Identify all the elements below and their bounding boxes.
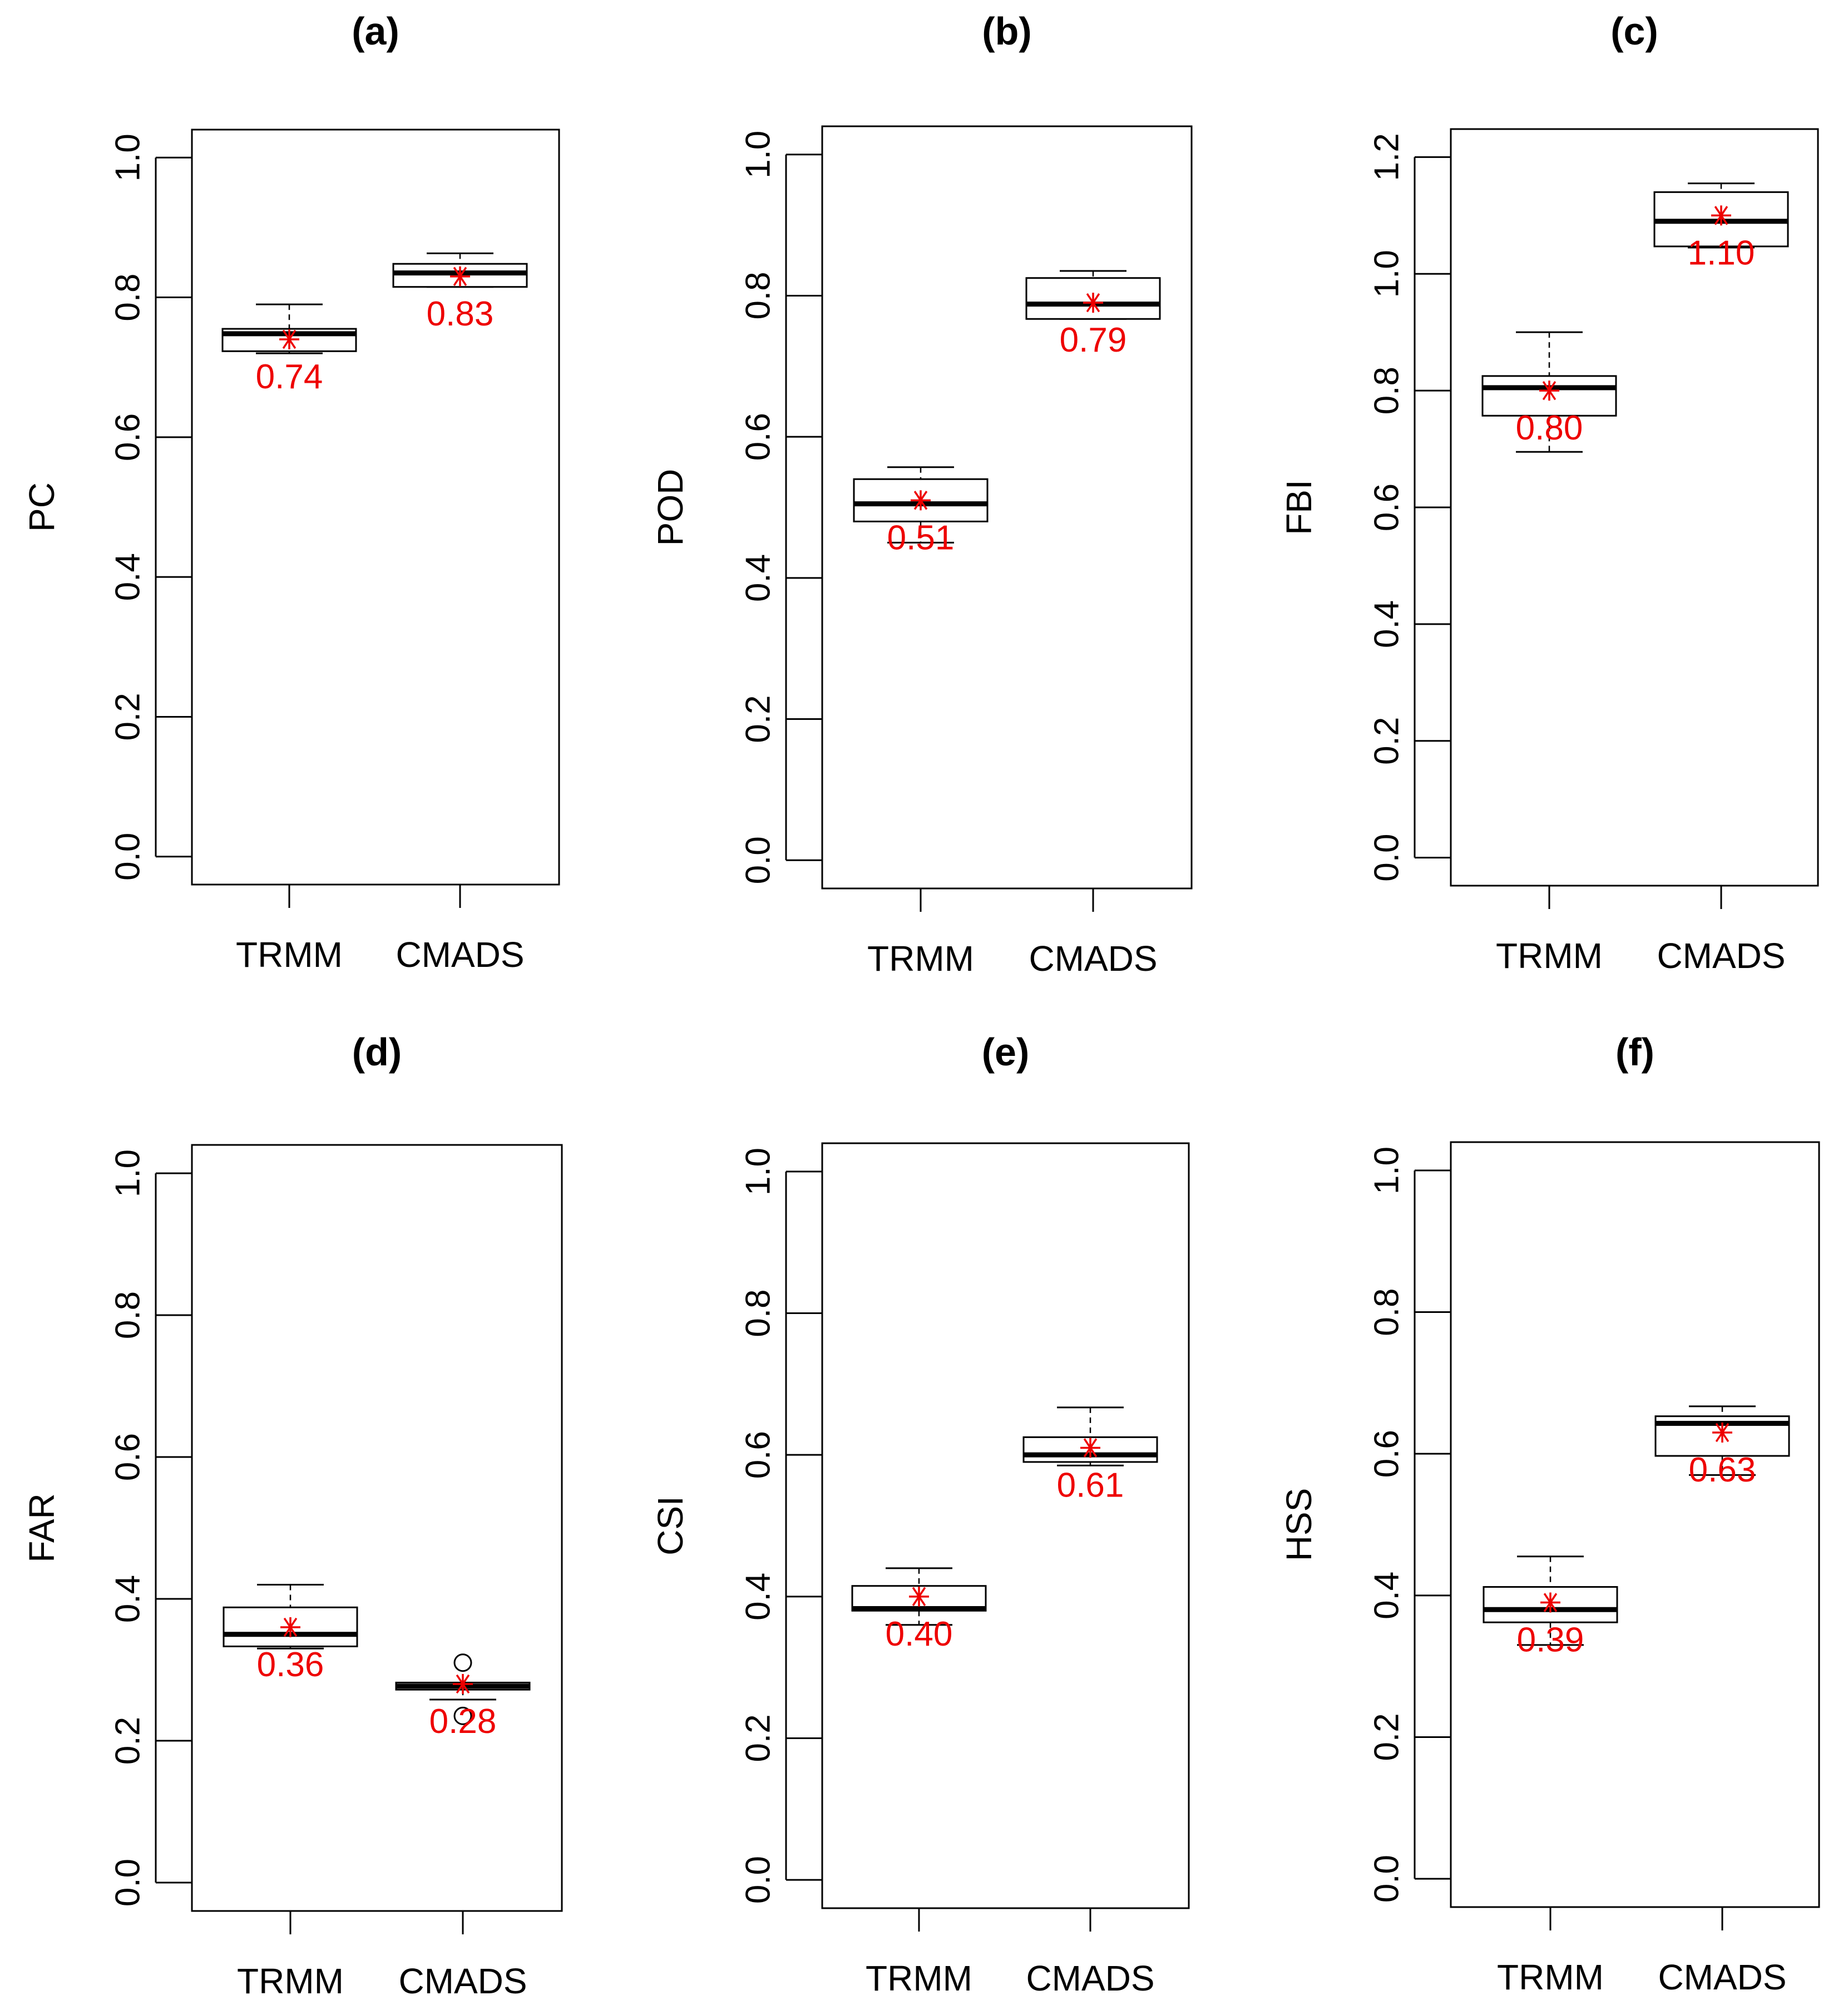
y-tick-label: 0.0	[739, 1856, 778, 1904]
x-tick-label-cmads: CMADS	[1029, 939, 1157, 979]
y-axis-title: FBI	[1279, 480, 1319, 535]
box-trmm: 0.40	[852, 1568, 986, 1653]
box-cmads: 0.61	[1024, 1407, 1157, 1505]
box-cmads: 0.28	[396, 1655, 530, 1741]
y-tick-label: 1.0	[109, 1149, 147, 1197]
mean-marker	[453, 1674, 473, 1694]
chart-panel-1: (a) 0.0 0.2 0.4 0.6 0.8 1.0 PC TRMM CMADS 0.74 0.83	[22, 9, 559, 975]
y-tick-label: 0.4	[1368, 600, 1406, 648]
box-trmm: 0.39	[1484, 1557, 1617, 1660]
y-tick-label: 0.0	[1368, 834, 1406, 882]
panel-title: (a)	[352, 9, 399, 53]
y-tick-label: 0.8	[109, 1291, 147, 1339]
mean-value-label: 0.83	[427, 295, 494, 333]
y-tick-label: 0.0	[109, 1859, 147, 1907]
x-tick-label-cmads: CMADS	[396, 935, 524, 975]
y-tick-label: 0.4	[109, 553, 147, 601]
mean-value-label: 0.51	[887, 518, 955, 557]
box-trmm: 0.74	[223, 304, 356, 396]
y-tick-label: 0.8	[109, 273, 147, 321]
y-tick-label: 0.2	[739, 1714, 778, 1762]
y-tick-label: 0.6	[739, 1431, 778, 1479]
outlier-point	[454, 1655, 471, 1671]
panel-title: (b)	[982, 9, 1031, 53]
box-trmm: 0.80	[1483, 332, 1616, 452]
panel-title: (f)	[1615, 1030, 1654, 1074]
mean-value-label: 0.61	[1057, 1466, 1124, 1504]
plot-frame	[822, 1143, 1189, 1908]
y-tick-label: 0.2	[1368, 1713, 1406, 1761]
x-tick-label-cmads: CMADS	[1657, 936, 1785, 976]
y-tick-label: 0.4	[739, 1573, 778, 1621]
mean-value-label: 0.40	[886, 1615, 953, 1653]
y-axis-title: POD	[650, 469, 690, 546]
plot-frame	[192, 130, 559, 885]
box-trmm: 0.36	[224, 1585, 357, 1685]
y-tick-label: 1.2	[1368, 133, 1406, 181]
x-tick-label-cmads: CMADS	[1026, 1958, 1154, 1998]
y-tick-label: 1.0	[1368, 250, 1406, 298]
mean-value-label: 0.39	[1517, 1621, 1584, 1660]
y-tick-label: 0.8	[1368, 367, 1406, 414]
y-tick-label: 0.0	[109, 833, 147, 881]
panel-title: (c)	[1610, 9, 1658, 53]
box-cmads: 0.83	[393, 253, 527, 333]
box-plot-figure: (a) 0.0 0.2 0.4 0.6 0.8 1.0 PC TRMM CMADS 0.74 0.83…	[0, 0, 1848, 2015]
mean-value-label: 0.63	[1689, 1451, 1756, 1489]
chart-panel-4: (d) 0.0 0.2 0.4 0.6 0.8 1.0 FAR TRMM CMADS 0.36 0.2…	[22, 1030, 562, 2001]
y-tick-label: 1.0	[739, 1148, 778, 1196]
y-tick-label: 0.6	[109, 413, 147, 461]
mean-value-label: 0.36	[257, 1646, 324, 1684]
y-tick-label: 0.8	[739, 1289, 778, 1337]
panel-title: (d)	[352, 1030, 402, 1074]
mean-value-label: 0.28	[429, 1702, 497, 1741]
y-tick-label: 0.2	[1368, 717, 1406, 765]
box-cmads: 1.10	[1654, 184, 1788, 273]
x-tick-label-trmm: TRMM	[1496, 936, 1603, 976]
chart-panel-6: (f) 0.0 0.2 0.4 0.6 0.8 1.0 HSS TRMM CMADS 0.39 0.6…	[1279, 1030, 1819, 1997]
box-cmads: 0.63	[1656, 1406, 1789, 1489]
y-tick-label: 1.0	[109, 134, 147, 181]
y-tick-label: 1.0	[1368, 1147, 1406, 1194]
y-axis-title: CSI	[650, 1496, 690, 1555]
y-tick-label: 0.6	[1368, 1430, 1406, 1478]
box-trmm: 0.51	[854, 467, 987, 557]
x-tick-label-trmm: TRMM	[237, 1961, 344, 2001]
chart-panel-3: (c) 0.0 0.2 0.4 0.6 0.8 1.0 1.2 FBI TRMM CMADS 0.80…	[1279, 9, 1818, 976]
plot-frame	[192, 1145, 562, 1911]
y-tick-label: 0.0	[1368, 1855, 1406, 1903]
x-tick-label-cmads: CMADS	[398, 1961, 527, 2001]
mean-value-label: 0.80	[1516, 409, 1583, 447]
x-tick-label-cmads: CMADS	[1658, 1957, 1786, 1997]
y-tick-label: 0.6	[109, 1433, 147, 1481]
mean-value-label: 0.74	[256, 358, 323, 396]
y-tick-label: 0.6	[1368, 483, 1406, 531]
y-tick-label: 0.4	[1368, 1572, 1406, 1619]
y-tick-label: 0.8	[1368, 1288, 1406, 1336]
y-tick-label: 0.8	[739, 271, 778, 319]
panel-title: (e)	[982, 1030, 1030, 1074]
y-tick-label: 0.4	[109, 1575, 147, 1623]
y-tick-label: 0.2	[109, 1717, 147, 1765]
y-tick-label: 1.0	[739, 131, 778, 179]
x-tick-label-trmm: TRMM	[867, 939, 974, 979]
x-tick-label-trmm: TRMM	[866, 1958, 972, 1998]
x-tick-label-trmm: TRMM	[236, 935, 343, 975]
y-tick-label: 0.4	[739, 554, 778, 602]
chart-panel-2: (b) 0.0 0.2 0.4 0.6 0.8 1.0 POD TRMM CMADS 0.51 0.7…	[650, 9, 1192, 979]
box-cmads: 0.79	[1026, 271, 1160, 359]
y-axis-title: PC	[22, 482, 62, 532]
y-axis-title: HSS	[1279, 1488, 1319, 1562]
plot-frame	[1451, 1142, 1819, 1907]
y-axis-title: FAR	[22, 1493, 62, 1562]
y-tick-label: 0.2	[109, 693, 147, 740]
mean-value-label: 1.10	[1688, 234, 1755, 272]
y-tick-label: 0.6	[739, 413, 778, 461]
y-tick-label: 0.0	[739, 836, 778, 884]
chart-panel-5: (e) 0.0 0.2 0.4 0.6 0.8 1.0 CSI TRMM CMADS 0.40 0.6…	[650, 1030, 1189, 1998]
y-tick-label: 0.2	[739, 695, 778, 743]
mean-value-label: 0.79	[1060, 321, 1127, 359]
x-tick-label-trmm: TRMM	[1497, 1957, 1604, 1997]
